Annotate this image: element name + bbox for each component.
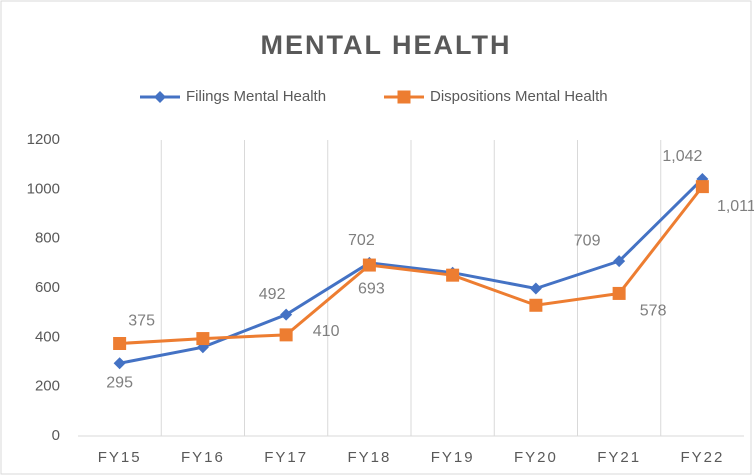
legend-label: Dispositions Mental Health bbox=[430, 88, 608, 105]
point bbox=[279, 328, 293, 342]
point bbox=[280, 308, 293, 321]
data-label: 709 bbox=[574, 232, 601, 249]
x-tick-label: FY17 bbox=[264, 449, 308, 466]
data-label: 375 bbox=[128, 313, 155, 330]
point bbox=[695, 180, 709, 194]
y-tick-label: 0 bbox=[52, 427, 60, 444]
y-tick-label: 200 bbox=[35, 378, 60, 395]
data-label: 702 bbox=[348, 232, 375, 249]
y-tick-label: 400 bbox=[35, 328, 60, 345]
x-tick-label: FY19 bbox=[431, 449, 475, 466]
point bbox=[113, 337, 127, 350]
y-tick-label: 600 bbox=[35, 279, 60, 296]
data-label: 295 bbox=[106, 374, 133, 391]
point bbox=[113, 357, 126, 370]
legend-label: Filings Mental Health bbox=[186, 88, 326, 105]
point bbox=[362, 258, 376, 272]
data-label: 492 bbox=[259, 286, 286, 303]
point bbox=[529, 282, 542, 295]
x-tick-label: FY15 bbox=[98, 449, 142, 466]
y-tick-label: 800 bbox=[35, 230, 60, 247]
legend-marker bbox=[154, 91, 166, 103]
y-tick-label: 1200 bbox=[27, 131, 60, 148]
legend-marker bbox=[397, 90, 411, 104]
x-tick-label: FY16 bbox=[181, 449, 225, 466]
series-line bbox=[119, 185, 704, 345]
data-label: 693 bbox=[358, 280, 385, 297]
point bbox=[196, 332, 210, 346]
data-label: 578 bbox=[640, 303, 667, 320]
point bbox=[612, 286, 626, 300]
point bbox=[613, 255, 626, 268]
x-tick-label: FY21 bbox=[597, 449, 641, 466]
point bbox=[529, 298, 543, 312]
series-line bbox=[119, 177, 704, 365]
x-tick-label: FY20 bbox=[514, 449, 558, 466]
x-tick-label: FY22 bbox=[680, 449, 724, 466]
point bbox=[446, 268, 460, 282]
data-label: 410 bbox=[313, 323, 340, 340]
chart-title: MENTAL HEALTH bbox=[261, 30, 512, 60]
y-tick-label: 1000 bbox=[27, 180, 60, 197]
x-tick-label: FY18 bbox=[347, 449, 391, 466]
data-label: 1,042 bbox=[662, 148, 702, 165]
data-label: 1,011 bbox=[717, 198, 754, 215]
